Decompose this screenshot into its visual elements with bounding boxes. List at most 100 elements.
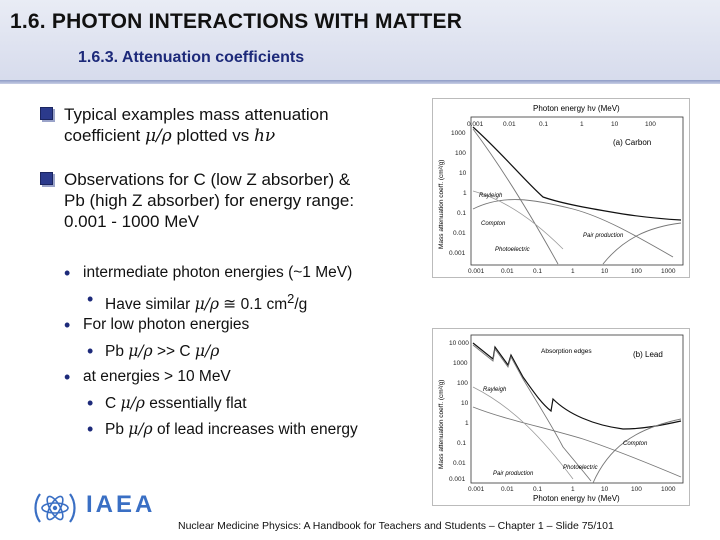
title-band xyxy=(0,0,720,82)
bullet-line: Typical examples mass attenuation xyxy=(64,105,329,124)
text: Pb xyxy=(105,343,129,360)
photoelectric-curve xyxy=(472,128,559,265)
absorption-label: Absorption edges xyxy=(541,348,592,355)
y-axis-label: Mass attenuation coeff. (cm²/g) xyxy=(438,380,445,469)
top-tick: 10 xyxy=(611,121,619,128)
h-nu-symbol: hν xyxy=(253,126,276,146)
lead-plot: 0.001 0.01 0.1 1 10 100 1000 10 000 1000… xyxy=(438,334,684,503)
carbon-plot: Photon energy hν (MeV) 0.001 0.01 0.1 1 … xyxy=(438,104,684,275)
square-bullet-icon xyxy=(40,172,53,185)
total-curve xyxy=(472,126,682,221)
bullet-line: Observations for C (low Z absorber) & xyxy=(64,170,351,189)
text: plotted vs xyxy=(171,126,254,145)
bottom-tick: 0.1 xyxy=(533,268,542,275)
mu-rho-symbol: μ/ρ xyxy=(128,420,153,438)
panel-label: (a) Carbon xyxy=(613,138,651,147)
slide-subtitle: 1.6.3. Attenuation coefficients xyxy=(78,49,305,66)
plot-frame xyxy=(470,116,684,266)
top-tick: 100 xyxy=(645,121,656,128)
atom-olive-icon xyxy=(34,493,76,523)
bullet-dot-icon: • xyxy=(64,263,71,283)
bottom-tick: 1 xyxy=(571,486,575,493)
bottom-tick: 10 xyxy=(601,268,609,275)
bottom-axis-label: Photon energy hν (MeV) xyxy=(533,494,620,503)
bullet-dot-icon: • xyxy=(87,419,94,439)
bullet-dot-icon: • xyxy=(64,367,71,387)
bullet-line: 0.001 - 1000 MeV xyxy=(64,212,200,231)
bullet-examples: Typical examples mass attenuation coeffi… xyxy=(40,104,420,147)
text: For low photon energies xyxy=(83,316,250,333)
rayleigh-curve xyxy=(472,386,574,480)
y-tick: 10 xyxy=(459,170,467,177)
text: coefficient xyxy=(64,126,145,145)
top-tick: 0.01 xyxy=(503,121,516,128)
top-tick: 1 xyxy=(580,121,584,128)
y-tick: 0.1 xyxy=(457,210,466,217)
y-tick: 100 xyxy=(455,150,466,157)
sub-item: • at energies > 10 MeV xyxy=(40,366,420,392)
bottom-tick: 10 xyxy=(601,486,609,493)
rayleigh-curve xyxy=(472,190,564,250)
y-tick: 10 000 xyxy=(449,340,469,347)
bottom-tick: 0.01 xyxy=(501,486,514,493)
superscript: 2 xyxy=(287,291,295,306)
y-tick: 0.001 xyxy=(449,476,466,483)
iaea-logo xyxy=(30,484,80,535)
sub-item: • For low photon energies xyxy=(40,314,420,340)
bottom-tick: 0.001 xyxy=(468,486,485,493)
slide-title: 1.6. PHOTON INTERACTIONS WITH MATTER xyxy=(10,10,463,33)
y-tick: 1 xyxy=(465,420,469,427)
bullet-dot-icon: • xyxy=(87,341,94,361)
compton-curve xyxy=(472,199,674,258)
photoelectric-label: Photoelectric xyxy=(495,247,530,253)
slide-footer: Nuclear Medicine Physics: A Handbook for… xyxy=(178,520,614,532)
photoelectric-label: Photoelectric xyxy=(563,465,598,471)
text: of lead increases with energy xyxy=(152,421,358,438)
rayleigh-label: Rayleigh xyxy=(483,387,507,393)
y-tick: 1 xyxy=(463,190,467,197)
photoelectric-curve xyxy=(472,344,592,482)
panel-label: (b) Lead xyxy=(633,350,663,359)
text: intermediate photon energies (~1 MeV) xyxy=(83,264,353,281)
title-divider xyxy=(0,80,720,84)
plot-frame xyxy=(470,334,684,484)
bottom-tick: 0.01 xyxy=(501,268,514,275)
bottom-tick: 0.1 xyxy=(533,486,542,493)
mu-rho-symbol: μ/ρ xyxy=(194,295,219,314)
bottom-tick: 1000 xyxy=(661,268,676,275)
bottom-tick: 1000 xyxy=(661,486,676,493)
square-bullet-icon xyxy=(40,107,53,120)
bottom-tick: 0.001 xyxy=(468,268,485,275)
pair-label: Pair production xyxy=(493,471,534,477)
text: ≅ 0.1 cm xyxy=(219,296,288,314)
pair-label: Pair production xyxy=(583,233,624,239)
mu-rho-symbol: μ/ρ xyxy=(144,126,172,146)
bullet-line: coefficient μ/ρ plotted vs hν xyxy=(64,125,420,147)
text: essentially flat xyxy=(144,395,247,412)
y-tick: 10 xyxy=(461,400,469,407)
sub-item: • C μ/ρ essentially flat xyxy=(40,392,420,418)
sub-item: • intermediate photon energies (~1 MeV) xyxy=(40,262,420,288)
bullet-observations: Observations for C (low Z absorber) & Pb… xyxy=(40,169,420,232)
bottom-tick: 100 xyxy=(631,486,642,493)
text: Have similar xyxy=(105,296,195,314)
pair-production-curve xyxy=(592,418,682,484)
logo-text: IAEA xyxy=(86,491,156,518)
pair-production-curve xyxy=(602,222,682,265)
text: /g xyxy=(294,296,308,314)
compton-label: Compton xyxy=(623,441,648,447)
y-tick: 1000 xyxy=(453,360,468,367)
top-axis-label: Photon energy hν (MeV) xyxy=(533,104,620,113)
text: C xyxy=(105,395,121,412)
text: at energies > 10 MeV xyxy=(83,368,231,385)
sub-item: • Pb μ/ρ >> C μ/ρ xyxy=(40,340,420,366)
y-tick: 0.01 xyxy=(453,460,466,467)
sub-item: • Pb μ/ρ of lead increases with energy xyxy=(40,418,420,444)
carbon-attenuation-figure: Photon energy hν (MeV) 0.001 0.01 0.1 1 … xyxy=(432,98,690,278)
compton-label: Compton xyxy=(481,221,506,227)
bullet-line: Pb (high Z absorber) for energy range: xyxy=(64,191,355,210)
text: >> C xyxy=(152,343,195,360)
rayleigh-label: Rayleigh xyxy=(479,193,503,199)
lead-attenuation-figure: 0.001 0.01 0.1 1 10 100 1000 10 000 1000… xyxy=(432,328,690,506)
mu-rho-symbol: μ/ρ xyxy=(128,342,153,360)
